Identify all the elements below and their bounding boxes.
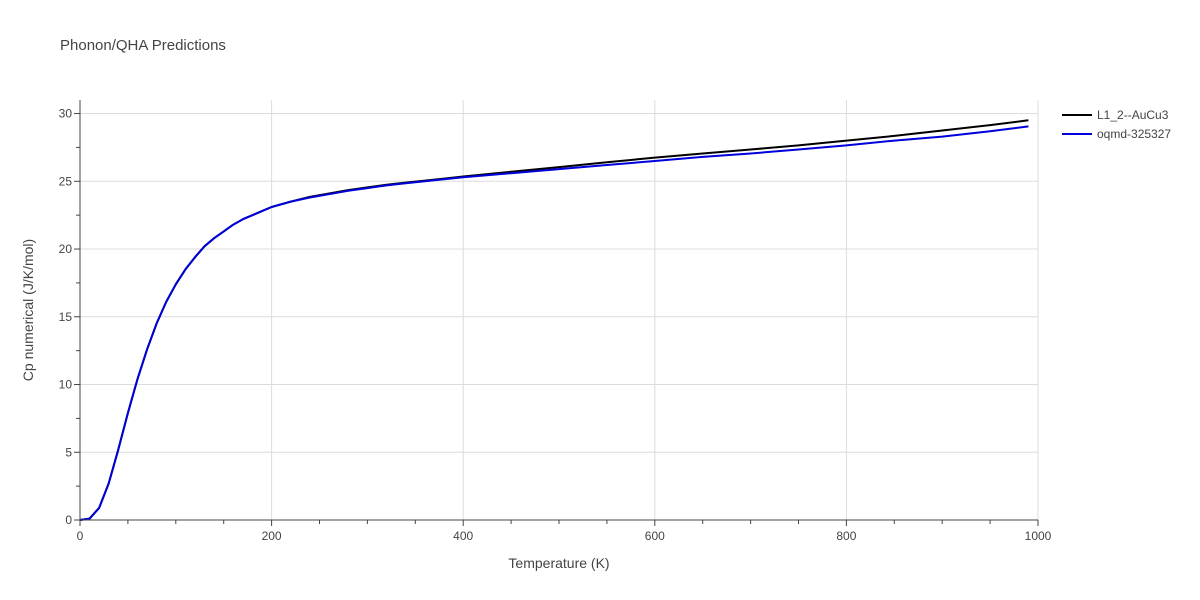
series-line-1 [79, 119, 1029, 521]
axes-layer: 0 200 400 600 800 1000 0 5 10 15 20 25 30 [59, 100, 1052, 543]
legend-label-1[interactable]: L1_2--AuCu3 [1097, 108, 1169, 122]
y-tick-label: 10 [59, 378, 73, 392]
y-tick-label: 15 [59, 310, 73, 324]
chart-title: Phonon/QHA Predictions [60, 37, 226, 54]
x-axis-title: Temperature (K) [508, 555, 609, 571]
y-tick-label: 30 [59, 107, 73, 121]
legend-label-2[interactable]: oqmd-325327 [1097, 127, 1171, 141]
y-tick-label: 25 [59, 174, 73, 188]
series-line-2 [79, 125, 1029, 521]
x-tick-label: 200 [262, 529, 282, 543]
y-axis-title: Cp numerical (J/K/mol) [20, 239, 36, 381]
x-tick-label: 600 [645, 529, 665, 543]
y-tick-label: 5 [65, 445, 72, 459]
x-tick-label: 0 [77, 529, 84, 543]
legend: L1_2--AuCu3 oqmd-325327 [1062, 108, 1171, 141]
x-tick-label: 400 [453, 529, 473, 543]
y-tick-label: 20 [59, 242, 73, 256]
grid-layer [80, 100, 1039, 520]
x-tick-label: 1000 [1025, 529, 1052, 543]
y-tick-label: 0 [65, 513, 72, 527]
x-tick-label: 800 [836, 529, 856, 543]
series-layer [79, 119, 1029, 521]
